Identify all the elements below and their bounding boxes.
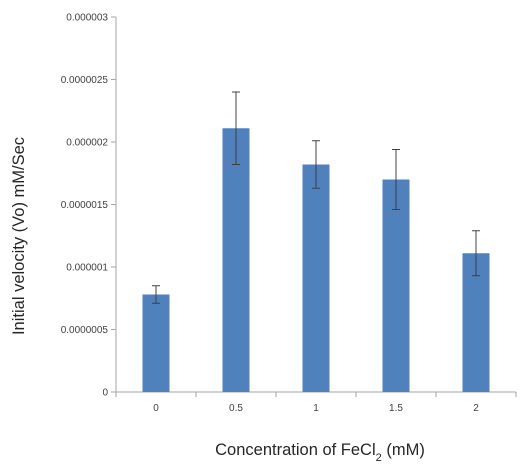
y-tick-label: 0.0000025 [61, 75, 109, 86]
y-axis-ticks: 0 0.0000005 0.000001 0.0000015 0.000002 0.000… [61, 13, 116, 399]
x-tick-label: 2 [473, 403, 479, 414]
y-tick-label: 0.000003 [66, 13, 108, 24]
y-tick-label: 0.000002 [66, 138, 108, 149]
bar [222, 128, 250, 392]
bar [142, 294, 170, 392]
x-axis-title-main: Concentration of FeCl [215, 441, 376, 459]
bar [302, 164, 330, 392]
bars [142, 128, 490, 392]
y-axis-title: Initial velocity (Vo) mM/Sec [10, 137, 28, 335]
x-axis-title-subscript: 2 [376, 452, 382, 464]
x-tick-label: 1.5 [389, 403, 403, 414]
x-axis-title: Concentration of FeCl2 (mM) [215, 441, 425, 464]
y-tick-label: 0.0000005 [61, 325, 109, 336]
y-tick-label: 0.000001 [66, 263, 108, 274]
x-tick-label: 0.5 [229, 403, 243, 414]
x-tick-label: 0 [153, 403, 159, 414]
y-tick-label: 0 [102, 388, 108, 399]
error-bars [152, 91, 480, 304]
bar [382, 179, 410, 392]
y-tick-label: 0.0000015 [61, 200, 109, 211]
x-axis-title-unit: (mM) [382, 441, 425, 459]
x-tick-label: 1 [313, 403, 319, 414]
x-axis-ticks: 0 0.5 1 1.5 2 [115, 392, 517, 414]
bar [462, 253, 490, 392]
